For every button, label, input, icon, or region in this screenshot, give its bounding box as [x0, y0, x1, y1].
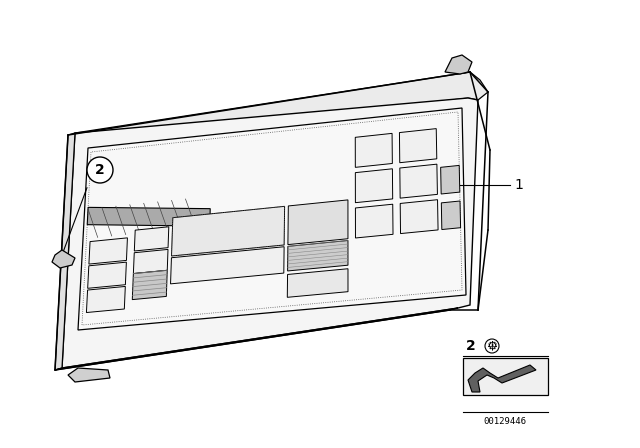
Circle shape: [87, 157, 113, 183]
Text: 2: 2: [466, 339, 476, 353]
Polygon shape: [88, 262, 126, 289]
Polygon shape: [86, 286, 125, 313]
Polygon shape: [170, 247, 284, 284]
Polygon shape: [400, 164, 437, 198]
Polygon shape: [133, 250, 168, 274]
Text: 2: 2: [95, 163, 105, 177]
Polygon shape: [441, 165, 460, 194]
Text: ⚙: ⚙: [486, 340, 498, 353]
Polygon shape: [287, 269, 348, 297]
Polygon shape: [52, 250, 75, 268]
Polygon shape: [399, 129, 436, 163]
Polygon shape: [172, 207, 285, 256]
Text: 00129446: 00129446: [483, 417, 527, 426]
Polygon shape: [355, 169, 393, 202]
Text: 1: 1: [514, 178, 523, 192]
Polygon shape: [445, 55, 472, 74]
Polygon shape: [355, 134, 392, 168]
Polygon shape: [78, 108, 466, 330]
Polygon shape: [132, 270, 167, 300]
Circle shape: [485, 339, 499, 353]
Polygon shape: [400, 200, 438, 233]
Polygon shape: [468, 365, 536, 392]
Polygon shape: [287, 241, 348, 271]
Polygon shape: [355, 204, 393, 238]
Polygon shape: [55, 308, 458, 370]
Polygon shape: [62, 98, 478, 368]
Polygon shape: [134, 227, 169, 251]
Polygon shape: [87, 207, 210, 226]
Polygon shape: [442, 201, 461, 229]
Polygon shape: [55, 133, 75, 370]
Polygon shape: [89, 238, 127, 264]
Polygon shape: [75, 72, 488, 145]
Polygon shape: [68, 368, 110, 382]
Polygon shape: [463, 358, 548, 395]
Polygon shape: [288, 200, 348, 245]
